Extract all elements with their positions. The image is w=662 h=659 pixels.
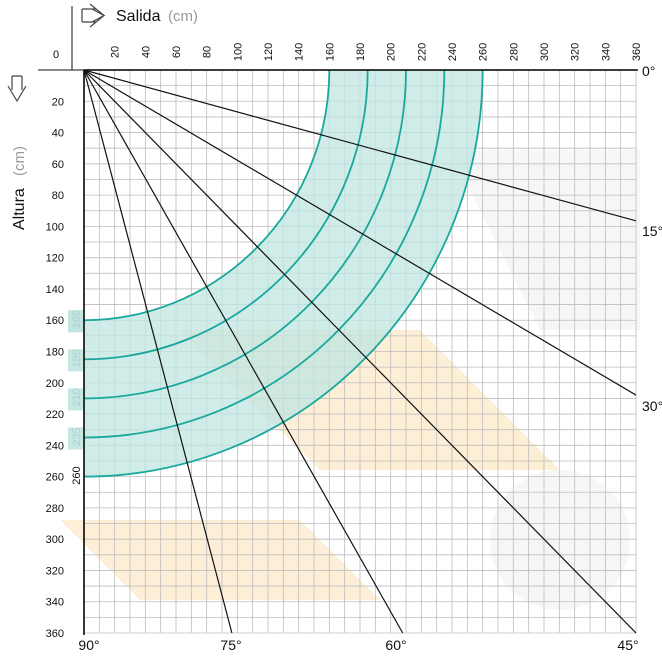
angle-label: 90° xyxy=(78,637,99,653)
x-tick-label: 240 xyxy=(447,43,459,61)
x-tick-label: 100 xyxy=(232,43,244,61)
y-tick-label: 140 xyxy=(46,284,64,296)
band-label-bg xyxy=(68,427,83,450)
y-axis-label: Altura xyxy=(11,188,28,230)
y-tick-label: 240 xyxy=(46,440,64,452)
x-axis-label: Salida xyxy=(116,8,161,25)
angle-ray xyxy=(83,69,637,396)
x-tick-label: 120 xyxy=(263,43,275,61)
x-tick-label: 140 xyxy=(294,43,306,61)
x-tick-label: 60 xyxy=(171,46,183,58)
y-tick-label: 260 xyxy=(46,472,64,484)
y-tick-label: 340 xyxy=(46,597,64,609)
angle-ray xyxy=(83,69,637,634)
x-tick-label: 160 xyxy=(324,43,336,61)
y-tick-label: 120 xyxy=(46,253,64,265)
band-label-bg xyxy=(68,349,83,372)
x-tick-label: 360 xyxy=(631,43,643,61)
x-tick-label: 280 xyxy=(508,43,520,61)
band-label-bg xyxy=(68,388,83,411)
angle-label: 75° xyxy=(220,637,241,653)
arrow-down-icon xyxy=(7,75,27,103)
labels: 0 20 40 60 80 100 120 140 160 180 200 220 240 260 280 3… xyxy=(46,43,662,653)
band-label-bg xyxy=(68,310,83,333)
x-tick-label: 260 xyxy=(478,43,490,61)
y-tick-label: 280 xyxy=(46,503,64,515)
band-label: 260 xyxy=(71,466,83,484)
x-tick-label: 40 xyxy=(140,46,152,58)
x-tick-label: 80 xyxy=(202,46,214,58)
x-tick-label: 320 xyxy=(570,43,582,61)
angle-label: 60° xyxy=(385,637,406,653)
x-tick-label: 340 xyxy=(600,43,612,61)
x-axis-title: Salida (cm) xyxy=(81,3,198,28)
angle-ray xyxy=(83,69,233,634)
y-axis-title: Altura (cm) xyxy=(7,75,28,230)
y-tick-label: 160 xyxy=(46,315,64,327)
angle-label: 0° xyxy=(642,63,655,79)
y-tick-label: 60 xyxy=(52,159,64,171)
angle-label: 45° xyxy=(617,637,638,653)
y-tick-label: 180 xyxy=(46,347,64,359)
y-tick-label: 360 xyxy=(46,628,64,640)
y-tick-label: 200 xyxy=(46,378,64,390)
x-tick-label: 180 xyxy=(355,43,367,61)
angle-ray xyxy=(83,69,637,222)
y-tick-label: 320 xyxy=(46,565,64,577)
arrow-right-icon xyxy=(81,3,105,28)
y-axis-unit: (cm) xyxy=(11,146,28,176)
x-tick-label: 300 xyxy=(539,43,551,61)
y-tick-label: 220 xyxy=(46,409,64,421)
x-axis-unit: (cm) xyxy=(168,8,198,25)
axes xyxy=(38,6,638,635)
angle-ray xyxy=(83,69,404,634)
y-tick-label: 20 xyxy=(52,96,64,108)
x-tick-label: 200 xyxy=(386,43,398,61)
arrow-right-icon xyxy=(91,8,106,23)
angle-label: 15° xyxy=(642,223,662,239)
x-tick-label: 220 xyxy=(416,43,428,61)
y-tick-label: 300 xyxy=(46,534,64,546)
angle-label: 30° xyxy=(642,398,662,414)
x-tick-label: 0 xyxy=(53,49,59,61)
y-tick-label: 80 xyxy=(52,190,64,202)
x-tick-label: 20 xyxy=(110,46,122,58)
y-tick-label: 40 xyxy=(52,128,64,140)
y-tick-label: 100 xyxy=(46,221,64,233)
